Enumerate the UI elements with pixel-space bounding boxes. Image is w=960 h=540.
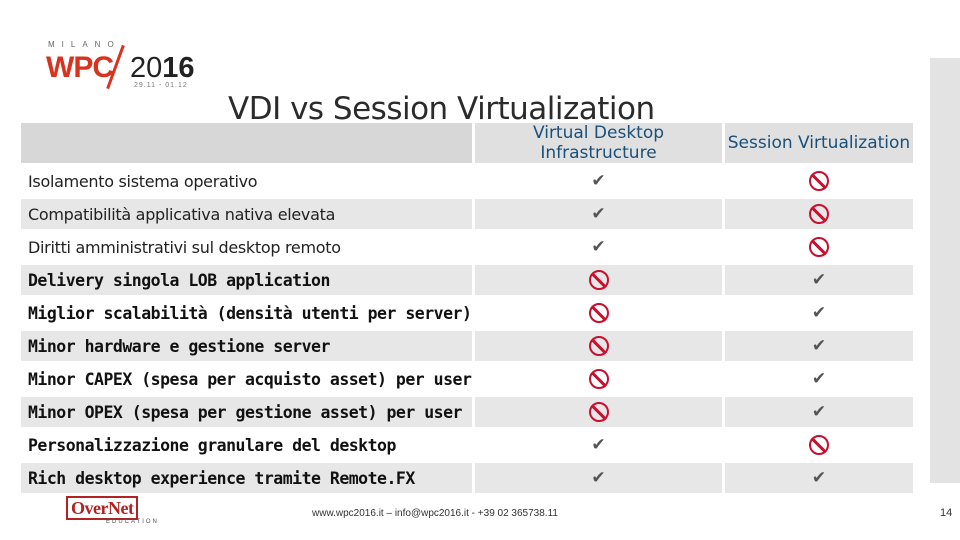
- table-row: Personalizzazione granulare del desktop ✔: [21, 430, 913, 460]
- check-icon: ✔: [811, 336, 827, 356]
- prohibited-icon: [588, 369, 609, 390]
- cell-vdi: ✔: [475, 232, 722, 262]
- logo-brand: WPC: [46, 51, 114, 84]
- check-icon: ✔: [811, 303, 827, 323]
- comparison-table: Virtual Desktop Infrastructure Session V…: [18, 120, 916, 496]
- row-label: Minor CAPEX (spesa per acquisto asset) p…: [21, 364, 472, 394]
- row-label: Miglior scalabilità (densità utenti per …: [21, 298, 472, 328]
- cell-vdi: [475, 298, 722, 328]
- table-row: Miglior scalabilità (densità utenti per …: [21, 298, 913, 328]
- row-label: Minor OPEX (spesa per gestione asset) pe…: [21, 397, 472, 427]
- prohibited-icon: [809, 204, 829, 225]
- footer-contact: www.wpc2016.it – info@wpc2016.it - +39 0…: [312, 508, 558, 519]
- check-icon: ✔: [811, 468, 827, 488]
- row-label-text: Minor hardware e gestione server: [28, 336, 330, 356]
- table-row: Diritti amministrativi sul desktop remot…: [21, 232, 913, 262]
- table-row: Rich desktop experience tramite Remote.F…: [21, 463, 913, 493]
- cell-vdi: ✔: [475, 199, 722, 229]
- row-label-text: Personalizzazione granulare del desktop: [28, 435, 396, 455]
- row-label-text: Rich desktop experience tramite Remote.F…: [28, 468, 415, 488]
- check-icon: ✔: [811, 402, 827, 422]
- row-label-text: Diritti amministrativi sul desktop remot…: [28, 237, 341, 257]
- prohibited-icon: [588, 402, 609, 423]
- overnet-logo: OverNet EDUCATION: [66, 496, 159, 525]
- cell-session: ✔: [725, 298, 913, 328]
- row-label: Personalizzazione granulare del desktop: [21, 430, 472, 460]
- logo-year: 2016: [130, 52, 195, 84]
- cell-session: [725, 430, 913, 460]
- cell-session: [725, 166, 913, 196]
- header-blank-cell: [21, 123, 472, 163]
- row-label: Isolamento sistema operativo: [21, 166, 472, 196]
- check-icon: ✔: [591, 468, 606, 488]
- prohibited-icon: [588, 270, 609, 291]
- row-label: Diritti amministrativi sul desktop remot…: [21, 232, 472, 262]
- check-icon: ✔: [591, 171, 606, 191]
- overnet-logo-subtitle: EDUCATION: [106, 519, 159, 525]
- row-label-text: Minor OPEX (spesa per gestione asset) pe…: [28, 402, 462, 422]
- row-label: Rich desktop experience tramite Remote.F…: [21, 463, 472, 493]
- cell-vdi: [475, 331, 722, 361]
- check-icon: ✔: [811, 369, 827, 389]
- table-row: Minor CAPEX (spesa per acquisto asset) p…: [21, 364, 913, 394]
- slide-title: VDI vs Session Virtualization: [228, 90, 655, 127]
- wpc-logo: MILANO WPC 2016 29.11 - 01.12: [44, 40, 209, 95]
- header-session: Session Virtualization: [725, 123, 913, 163]
- row-label-text: Minor CAPEX (spesa per acquisto asset) p…: [28, 369, 472, 389]
- row-label-text: Miglior scalabilità (densità utenti per …: [28, 303, 472, 323]
- table-row: Minor hardware e gestione server ✔: [21, 331, 913, 361]
- row-label: Minor hardware e gestione server: [21, 331, 472, 361]
- table-header-row: Virtual Desktop Infrastructure Session V…: [21, 123, 913, 163]
- table-body: Isolamento sistema operativo ✔ Compatibili…: [21, 166, 913, 493]
- overnet-logo-text: OverNet: [66, 496, 139, 520]
- prohibited-icon: [809, 435, 829, 456]
- logo-city: MILANO: [48, 40, 121, 49]
- row-label-text: Compatibilità applicativa nativa elevata: [28, 204, 336, 224]
- prohibited-icon: [809, 237, 829, 258]
- check-icon: ✔: [591, 237, 606, 257]
- table-row: Compatibilità applicativa nativa elevata…: [21, 199, 913, 229]
- cell-session: ✔: [725, 397, 913, 427]
- row-label-text: Isolamento sistema operativo: [28, 171, 258, 191]
- table-row: Isolamento sistema operativo ✔: [21, 166, 913, 196]
- row-label: Delivery singola LOB application: [21, 265, 472, 295]
- cell-session: ✔: [725, 364, 913, 394]
- logo-dates: 29.11 - 01.12: [134, 82, 188, 89]
- cell-vdi: [475, 265, 722, 295]
- check-icon: ✔: [591, 204, 606, 224]
- cell-session: ✔: [725, 463, 913, 493]
- cell-session: ✔: [725, 265, 913, 295]
- prohibited-icon: [588, 336, 609, 357]
- check-icon: ✔: [591, 435, 606, 455]
- row-label: Compatibilità applicativa nativa elevata: [21, 199, 472, 229]
- cell-vdi: [475, 364, 722, 394]
- cell-session: [725, 199, 913, 229]
- header-vdi: Virtual Desktop Infrastructure: [475, 123, 722, 163]
- cell-session: [725, 232, 913, 262]
- cell-vdi: [475, 397, 722, 427]
- cell-vdi: ✔: [475, 430, 722, 460]
- page-number: 14: [940, 507, 953, 519]
- cell-vdi: ✔: [475, 166, 722, 196]
- cell-session: ✔: [725, 331, 913, 361]
- table-row: Delivery singola LOB application ✔: [21, 265, 913, 295]
- prohibited-icon: [809, 171, 829, 192]
- row-label-text: Delivery singola LOB application: [28, 270, 330, 290]
- table-row: Minor OPEX (spesa per gestione asset) pe…: [21, 397, 913, 427]
- check-icon: ✔: [811, 270, 827, 290]
- cell-vdi: ✔: [475, 463, 722, 493]
- scrollbar[interactable]: [930, 58, 960, 483]
- prohibited-icon: [588, 303, 609, 324]
